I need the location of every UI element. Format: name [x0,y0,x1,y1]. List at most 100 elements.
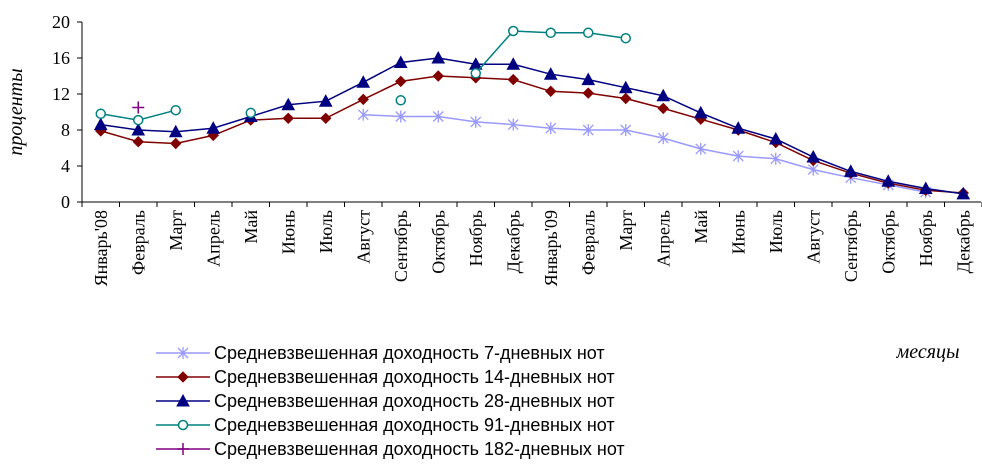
x-tick-label: Июнь [728,210,748,254]
data-point [395,95,406,106]
y-tick-label: 8 [61,120,70,140]
data-point [657,132,669,145]
x-tick-label: Апрель [653,210,673,267]
legend-item: Средневзвешенная доходность 91-дневных н… [156,415,615,435]
legend: Средневзвешенная доходность 7-дневных но… [156,343,625,459]
data-point [470,115,482,128]
legend-marker [177,443,189,455]
data-point [620,124,632,136]
data-point [395,75,407,88]
y-tick-label: 20 [52,12,70,32]
series-4 [95,25,631,126]
data-point [543,67,558,80]
data-point [618,80,633,94]
data-point [881,174,896,187]
data-point [508,25,519,37]
data-point [245,107,256,119]
data-point [732,150,744,163]
x-tick-label: Август [803,210,823,264]
data-point [731,121,746,134]
x-tick-label: Октябрь [878,210,898,274]
data-point [545,85,557,98]
data-point [843,164,858,177]
data-point [695,142,707,155]
data-point [431,50,446,64]
y-tick-label: 16 [52,48,70,68]
x-tick-label: Декабрь [953,210,973,273]
series-2 [95,70,969,199]
data-point [582,87,594,99]
x-axis-label: месяцы [895,341,959,363]
data-point [507,118,519,131]
data-point [806,149,821,163]
data-point [170,137,182,150]
axes: 0 4 8 12 16 20 Январь'08 Февраль Март Апрель Май Ию… [52,12,982,286]
legend-marker [177,419,189,431]
x-tick-label: Сентябрь [841,210,861,282]
data-point [132,135,144,148]
x-tick-label: Март [166,210,186,251]
data-point [506,57,521,70]
y-tick-label: 0 [61,192,70,212]
x-tick-label: Июль [316,210,336,253]
data-point [318,94,333,107]
y-tick-label: 4 [61,156,70,176]
data-point [620,92,632,105]
data-point [470,68,481,79]
data-point [507,73,519,86]
legend-marker [176,393,190,407]
x-tick-label: Март [616,210,636,251]
data-point [357,93,369,106]
data-point [356,75,371,88]
legend-marker [177,347,189,359]
x-tick-label: Январь'09 [541,210,561,286]
data-point [581,72,596,86]
data-point [432,110,444,123]
data-point [95,108,106,120]
series-line [363,113,926,193]
data-point [545,27,556,39]
data-point [170,104,181,116]
x-tick-label: Февраль [128,210,148,275]
x-tick-label: Октябрь [428,210,448,274]
series-3 [93,50,971,200]
legend-item: Средневзвешенная доходность 28-дневных н… [156,391,615,411]
legend-item: Средневзвешенная доходность 7-дневных но… [156,343,605,363]
x-tick-label: Ноябрь [466,210,486,266]
data-point [282,112,294,125]
series-line [100,75,964,194]
data-point [131,122,146,136]
x-tick-label: Январь'08 [91,210,111,286]
legend-label: Средневзвешенная доходность 14-дневных н… [214,367,615,387]
data-point [582,124,594,136]
data-point [168,124,183,138]
data-point [132,101,145,114]
x-tick-label: Сентябрь [391,210,411,282]
x-tick-label: Май [691,210,711,244]
data-point [133,114,144,126]
series-1 [357,108,932,199]
data-point [93,117,108,131]
data-point [583,27,594,39]
data-point [693,105,708,119]
data-point [281,97,296,111]
x-tick-label: Май [241,210,261,244]
data-point [545,122,557,135]
legend-item: Средневзвешенная доходность 182-дневных … [156,439,625,459]
legend-item: Средневзвешенная доходность 14-дневных н… [156,367,615,387]
data-point [206,121,221,134]
legend-label: Средневзвешенная доходность 28-дневных н… [214,391,615,411]
x-tick-label: Июнь [278,210,298,254]
data-point [956,186,971,200]
x-tick-label: Февраль [578,210,598,275]
x-tick-label: Июль [766,210,786,253]
legend-label: Средневзвешенная доходность 91-дневных н… [214,415,615,435]
series-layer [93,25,971,200]
y-tick-label: 12 [52,84,70,104]
data-point [770,152,782,165]
series-5 [132,101,145,114]
data-point [918,181,933,194]
y-axis-label: проценты [5,68,27,155]
data-point [432,70,444,82]
